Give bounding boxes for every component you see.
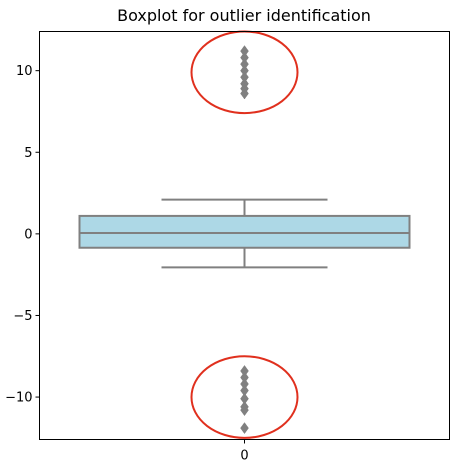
outlier-point [240,45,249,58]
outlier-point [240,64,249,77]
outlier-point [240,51,249,64]
y-tick-label: −10 [5,391,32,406]
y-tick-label: 5 [24,146,32,161]
outlier-highlight-ellipse [190,355,299,439]
outlier-point [240,77,249,90]
y-tick-label: 0 [24,227,32,242]
iqr-box [78,214,411,249]
plot-area [78,30,411,439]
y-tick-label: 10 [16,64,33,79]
outlier-point [240,58,249,71]
chart-title: Boxplot for outlier identification [117,6,371,25]
outlier-point [240,71,249,84]
outlier-point [240,422,249,435]
y-tick-label: −5 [13,309,32,324]
outlier-point [240,404,249,417]
axis-ticks: −10 −5 0 5 10 0 [5,64,249,463]
x-tick-label: 0 [240,449,248,464]
